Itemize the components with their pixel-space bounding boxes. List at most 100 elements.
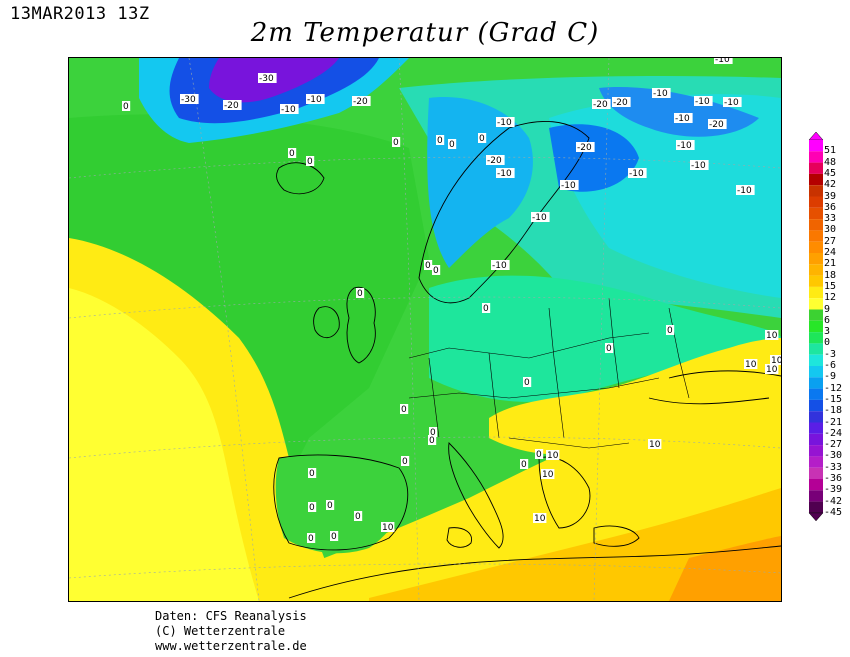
legend-label: -21 — [824, 416, 843, 428]
contour-label-bg — [223, 100, 242, 110]
contour-label-bg — [612, 97, 631, 107]
contour-label: -20 — [613, 98, 628, 108]
contour-label-bg — [714, 58, 733, 64]
contour-label: 0 — [289, 149, 295, 159]
contour-label-bg — [307, 533, 316, 543]
contour-label: 0 — [536, 450, 542, 460]
contour-label: 0 — [308, 534, 314, 544]
legend-label: 12 — [824, 292, 837, 304]
black-sea-south-coast — [648, 397, 770, 405]
iceland-outline — [276, 162, 325, 195]
contour-label: 0 — [393, 138, 399, 148]
contour-label-bg — [330, 531, 339, 541]
color-legend: 51 48 45 42 39 36 33 30 27 24 21 18 15 12 9 6 3 0 -3 -6 -9 -1… — [808, 132, 848, 524]
contour-label: -10 — [561, 181, 576, 191]
legend-label: -42 — [824, 495, 843, 507]
legend-swatch — [809, 320, 823, 333]
legend-label: 9 — [824, 303, 831, 315]
contour-label-bg — [535, 449, 544, 459]
legend-label: 24 — [824, 247, 837, 258]
contour-label-bg — [652, 88, 671, 98]
contour-label: 0 — [402, 457, 408, 467]
contour-label: -10 — [629, 169, 644, 179]
contour-label: -10 — [677, 141, 692, 151]
contour-label: 0 — [524, 378, 530, 388]
contour-label: -10 — [737, 186, 752, 196]
legend-swatch — [809, 219, 823, 231]
contour-label: -10 — [281, 105, 296, 115]
legend-label: -27 — [824, 439, 843, 451]
contour-label: 10 — [766, 331, 778, 341]
legend-swatch — [809, 173, 823, 186]
legend-swatch — [809, 399, 823, 412]
contour-label: -10 — [532, 213, 547, 223]
legend-swatch — [809, 501, 823, 513]
contour-label: -10 — [724, 98, 739, 108]
legend-label: 48 — [824, 156, 837, 168]
legend-label: 33 — [824, 213, 837, 225]
contour-label-bg — [648, 439, 662, 449]
legend-swatch — [809, 162, 823, 174]
contour-label: -20 — [577, 143, 592, 153]
legend-swatch — [809, 207, 823, 220]
contour-label: 0 — [307, 157, 313, 167]
contour-label: -10 — [675, 114, 690, 124]
middle-east-orange-zone — [669, 536, 781, 601]
grid-lines — [69, 58, 781, 601]
contour-label-bg — [326, 500, 335, 510]
legend-swatch — [809, 140, 823, 152]
legend-arrow-top — [808, 132, 824, 141]
legend-swatch — [809, 456, 823, 468]
legend-label: 42 — [824, 179, 837, 191]
contour-label: 0 — [401, 405, 407, 415]
contour-label: 0 — [331, 532, 337, 542]
legend-label: -12 — [824, 382, 843, 394]
contour-label: 10 — [766, 365, 778, 375]
contour-label: 10 — [745, 360, 757, 370]
legend-swatch — [809, 298, 823, 310]
contour-label: -10 — [497, 169, 512, 179]
legend-label: 21 — [824, 258, 837, 270]
legend-label: 36 — [824, 201, 837, 213]
legend-label: 15 — [824, 280, 837, 292]
legend-bar — [808, 132, 824, 522]
legend-swatch — [809, 241, 823, 253]
contour-label: 10 — [649, 440, 661, 450]
legend-label: 30 — [824, 224, 837, 236]
contour-label-bg — [496, 117, 515, 127]
balkans-yellow-zone — [489, 338, 781, 455]
contour-label: 0 — [483, 304, 489, 314]
contour-label-bg — [356, 288, 365, 298]
contour-label: -30 — [259, 74, 274, 84]
kola-blue-zone — [549, 124, 639, 192]
contour-label-bg — [491, 260, 510, 270]
legend-label: 39 — [824, 190, 837, 202]
contour-label-bg — [401, 456, 410, 466]
temperature-map: -30 -30 -20 -10 -10 -20 -20 -20 -10 -10 -10 -10 -20-… — [68, 57, 782, 602]
legend-swatch — [809, 343, 823, 355]
contour-label-bg — [694, 96, 713, 106]
contour-label-bg — [308, 468, 317, 478]
map-title: 2m Temperatur (Grad C) — [250, 18, 600, 48]
legend-swatch — [809, 433, 823, 446]
legend-swatch — [809, 253, 823, 265]
legend-label: -33 — [824, 461, 843, 473]
contour-labels: -30-30-20-10-10-20 -20 -20-10-10 -10-10-20-… — [122, 58, 781, 544]
legend-swatch — [809, 411, 823, 423]
legend-swatch — [809, 151, 823, 163]
contour-label: -10 — [715, 58, 730, 65]
contour-label-bg — [392, 137, 401, 147]
contour-label-bg — [486, 155, 505, 165]
black-sea-coast — [668, 370, 781, 379]
legend-swatch — [809, 422, 823, 434]
contour-label: 0 — [667, 326, 673, 336]
north-africa-orange-zone — [369, 488, 781, 601]
contour-label: -20 — [224, 101, 239, 111]
contour-label: 0 — [479, 134, 485, 144]
contour-label-bg — [429, 427, 438, 437]
contour-label: -20 — [593, 100, 608, 110]
contour-label-bg — [765, 330, 779, 340]
legend-swatch — [809, 264, 823, 276]
atlantic-lightyellow-zone — [69, 288, 259, 601]
contour-label-bg — [605, 343, 614, 353]
